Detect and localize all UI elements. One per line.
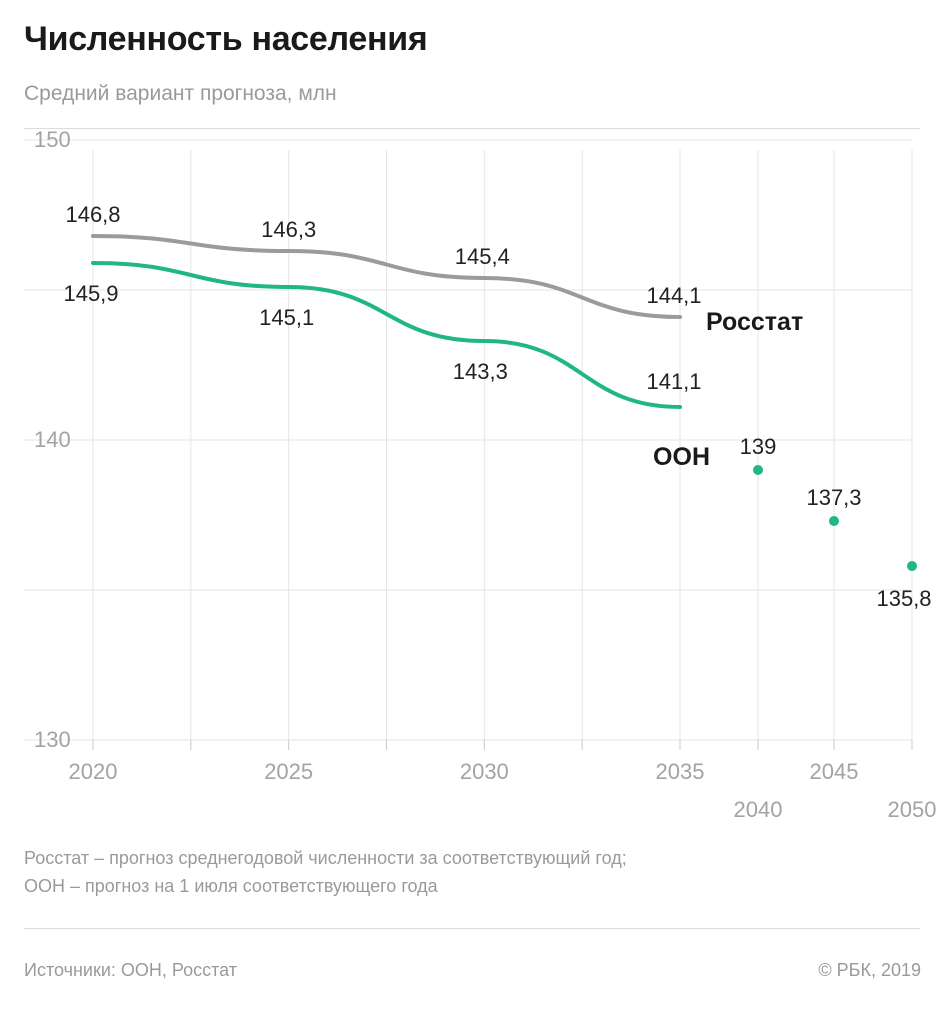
data-point-un_points (753, 465, 763, 475)
series-line-rosstat (91, 234, 682, 319)
series (91, 234, 917, 571)
data-label-un_points: 139 (740, 434, 777, 459)
series-line-un (91, 261, 682, 409)
x-tick-label: 2045 (810, 759, 859, 784)
footnote-un: ООН – прогноз на 1 июля соответствующего… (24, 876, 438, 896)
y-tick-label: 150 (34, 127, 71, 152)
data-label-rosstat: 144,1 (646, 283, 701, 308)
x-tick-label: 2020 (69, 759, 118, 784)
series-name-un: ООН (653, 443, 710, 471)
series-name-rosstat: Росстат (706, 308, 803, 336)
copyright-text: © РБК, 2019 (818, 960, 921, 980)
data-label-un: 145,9 (63, 281, 118, 306)
population-line-chart: 150 140 130 2020 2025 2030 2035 2040 2045 2050 1… (24, 127, 937, 822)
bottom-divider (24, 928, 920, 929)
data-label-un: 143,3 (453, 359, 508, 384)
y-tick-label: 130 (34, 727, 71, 752)
grid (24, 139, 913, 750)
x-tick-label: 2030 (460, 759, 509, 784)
data-label-un: 145,1 (259, 305, 314, 330)
data-point-un_points (907, 561, 917, 571)
y-tick-label: 140 (34, 427, 71, 452)
data-labels: 146,8 146,3 145,4 144,1 145,9 145,1 143,3 141,1… (63, 202, 931, 611)
series-names: Росстат ООН (653, 308, 803, 471)
x-axis-ticks: 2020 2025 2030 2035 2040 2045 2050 (69, 759, 937, 822)
chart-subtitle: Средний вариант прогноза, млн (24, 82, 337, 105)
top-divider (24, 128, 920, 129)
data-label-rosstat: 145,4 (455, 244, 510, 269)
data-label-un_points: 137,3 (806, 485, 861, 510)
data-point-un_points (829, 516, 839, 526)
chart-title: Численность населения (24, 20, 428, 58)
data-label-un_points: 135,8 (876, 586, 931, 611)
x-tick-label: 2025 (264, 759, 313, 784)
footnote-rosstat: Росстат – прогноз среднегодовой численно… (24, 848, 627, 868)
data-label-rosstat: 146,8 (65, 202, 120, 227)
sources-text: Источники: ООН, Росстат (24, 960, 238, 980)
x-tick-label: 2035 (656, 759, 705, 784)
data-label-rosstat: 146,3 (261, 217, 316, 242)
x-tick-label: 2040 (734, 797, 783, 822)
y-axis-ticks: 150 140 130 (34, 127, 71, 752)
x-tick-label: 2050 (888, 797, 937, 822)
data-label-un: 141,1 (646, 369, 701, 394)
footnotes: Росстат – прогноз среднегодовой численно… (24, 844, 627, 900)
